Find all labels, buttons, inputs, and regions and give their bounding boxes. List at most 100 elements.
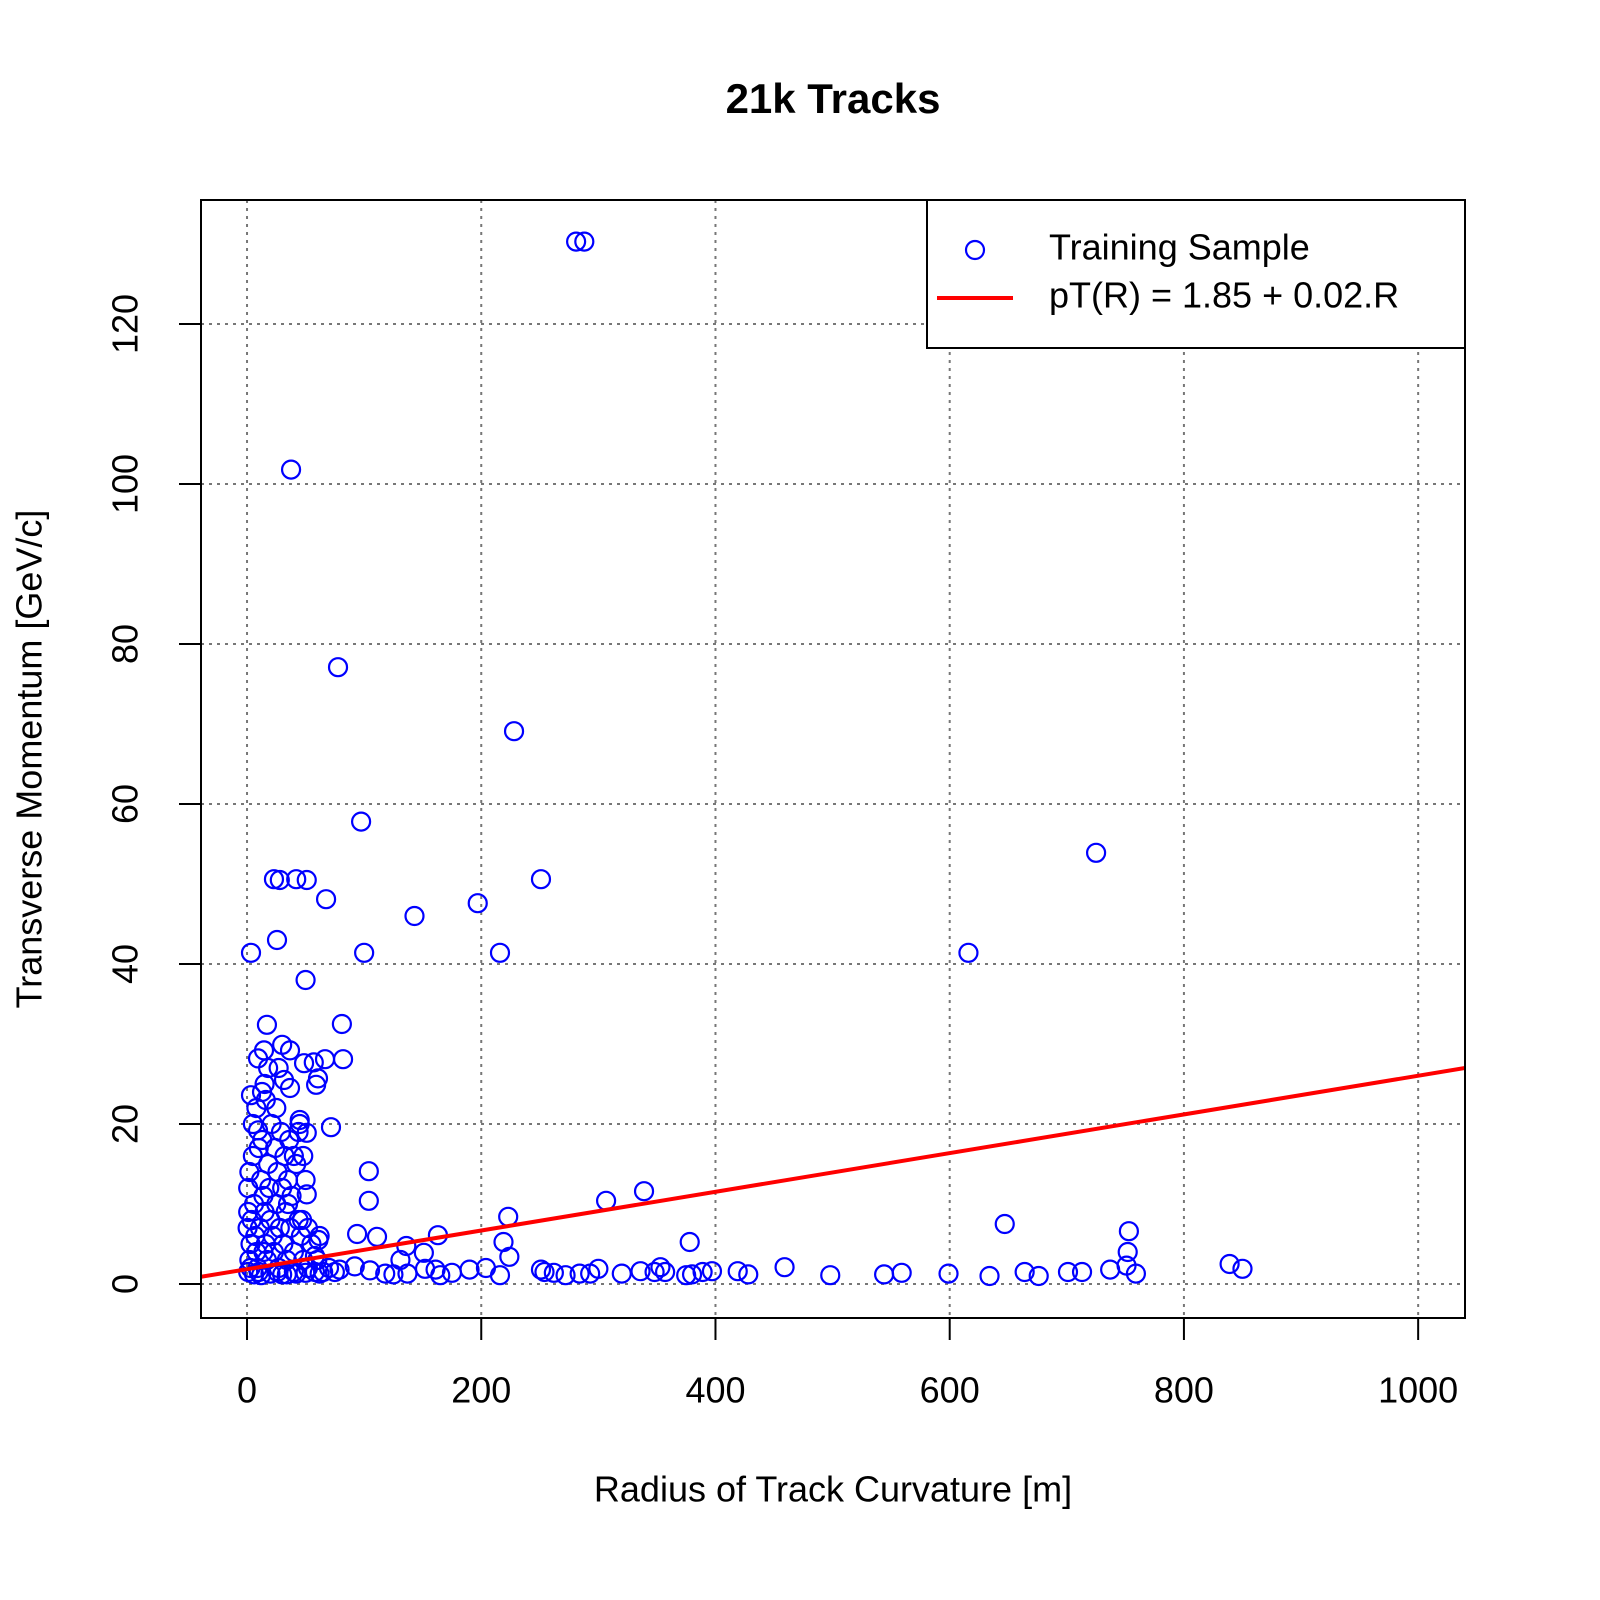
point [459, 1259, 480, 1280]
point [530, 1259, 552, 1280]
point [276, 1264, 297, 1285]
point [266, 1097, 287, 1119]
point [258, 1057, 279, 1079]
point [248, 1137, 269, 1159]
y-tick-label: 80 [105, 624, 146, 664]
point [489, 1265, 511, 1286]
point [289, 1113, 310, 1135]
point [566, 231, 587, 252]
point [315, 889, 337, 910]
point [254, 1073, 275, 1095]
point [286, 1263, 307, 1284]
legend-box [926, 199, 1466, 349]
point [350, 811, 372, 832]
point [246, 1097, 267, 1119]
point [467, 893, 488, 914]
point [297, 1217, 319, 1239]
point [1014, 1261, 1035, 1283]
legend-label: Training Sample [1049, 227, 1310, 268]
point [534, 1261, 555, 1283]
point [503, 721, 525, 742]
x-tick-label: 800 [1154, 1370, 1214, 1411]
point [243, 1264, 265, 1285]
point [499, 1246, 520, 1267]
point [1219, 1253, 1240, 1275]
y-tick-label: 40 [105, 944, 146, 984]
point [774, 1257, 795, 1278]
x-tick-label: 200 [451, 1370, 511, 1411]
point [354, 942, 375, 963]
point [1085, 842, 1107, 863]
point [308, 1229, 329, 1251]
x-tick-label: 0 [237, 1370, 257, 1411]
point [318, 1257, 340, 1279]
x-tick-label: 1000 [1378, 1370, 1458, 1411]
point [288, 1121, 309, 1143]
point [701, 1261, 723, 1282]
point [441, 1262, 463, 1283]
point [938, 1263, 959, 1284]
point [327, 657, 349, 678]
point [1028, 1265, 1049, 1287]
point [296, 1184, 317, 1205]
point [1116, 1255, 1137, 1276]
point [332, 1049, 354, 1070]
point [820, 1265, 841, 1286]
point [383, 1264, 404, 1285]
plot-frame [200, 199, 1466, 1319]
x-tick-label: 400 [685, 1370, 745, 1411]
point [375, 1263, 396, 1284]
point [530, 869, 552, 890]
y-tick-label: 60 [105, 784, 146, 824]
point [489, 942, 511, 963]
point [293, 1053, 315, 1074]
y-tick-label: 120 [105, 294, 146, 354]
point [283, 1145, 304, 1167]
point [655, 1261, 676, 1283]
x-axis-label: Radius of Track Curvature [m] [594, 1469, 1072, 1510]
y-tick-label: 100 [105, 454, 146, 514]
point [238, 1201, 259, 1223]
point [1232, 1258, 1253, 1279]
point [359, 1260, 381, 1281]
point [358, 1161, 379, 1182]
y-axis-label: Transverse Momentum [GeV/c] [9, 510, 50, 1009]
point [994, 1213, 1015, 1235]
point [240, 942, 262, 963]
point [320, 1117, 342, 1138]
point [891, 1262, 912, 1283]
point [240, 1085, 262, 1106]
point [404, 905, 425, 927]
point [580, 1263, 601, 1284]
point [324, 1261, 345, 1283]
point [555, 1265, 576, 1286]
point [644, 1261, 665, 1283]
point [366, 1226, 388, 1247]
point [347, 1223, 368, 1245]
point [279, 1040, 301, 1061]
point [1117, 1241, 1138, 1263]
point [286, 869, 307, 890]
point [256, 1014, 278, 1035]
point [633, 1181, 655, 1202]
point [611, 1263, 632, 1284]
point [738, 1264, 759, 1285]
x-tick-label: 600 [920, 1370, 980, 1411]
legend-symbol [964, 239, 986, 261]
point [574, 231, 595, 252]
point [306, 1074, 327, 1095]
point [293, 1145, 314, 1167]
y-tick-label: 20 [105, 1104, 146, 1144]
point [397, 1263, 418, 1284]
point [295, 1169, 316, 1191]
point [874, 1264, 895, 1285]
point [650, 1257, 671, 1278]
point [358, 1190, 379, 1211]
point [331, 1013, 352, 1035]
point [727, 1261, 748, 1282]
point [280, 459, 302, 480]
point [269, 869, 290, 891]
point [630, 1261, 651, 1282]
point [253, 1241, 274, 1263]
point [277, 1193, 299, 1215]
